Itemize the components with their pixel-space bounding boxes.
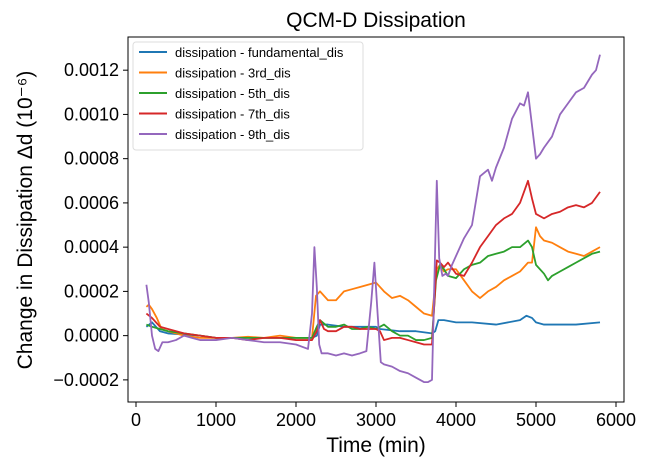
y-tick-label: 0.0006 [64,193,119,213]
x-tick-label: 6000 [596,410,636,430]
y-axis-label: Change in Dissipation Δd (10⁻⁶) [14,71,37,370]
y-tick-label: 0.0008 [64,149,119,169]
series-lines [145,54,601,383]
y-tick-label: 0.0000 [64,326,119,346]
x-tick-label: 2000 [276,410,316,430]
legend-label: dissipation - 3rd_dis [175,66,291,81]
x-tick-label: 1000 [196,410,236,430]
x-axis-label: Time (min) [326,434,426,457]
series-line-5 [145,54,601,383]
x-tick-label: 3000 [356,410,396,430]
legend-label: dissipation - fundamental_dis [175,45,344,60]
legend-label: dissipation - 9th_dis [175,127,290,142]
x-tick-label: 4000 [436,410,476,430]
chart-title: QCM-D Dissipation [286,9,466,32]
x-tick-label: 0 [131,410,141,430]
y-tick-label: 0.0002 [64,281,119,301]
legend-label: dissipation - 7th_dis [175,107,290,122]
y-tick-label: 0.0012 [64,60,119,80]
y-tick-label: 0.0010 [64,104,119,124]
series-line-4 [145,179,601,346]
x-axis-ticks: 0 1000 2000 3000 4000 5000 6000 [131,402,636,430]
y-axis-ticks: −0.0002 0.0000 0.0002 0.0004 0.0006 0.0008 0.0… [53,60,128,390]
y-tick-label: 0.0004 [64,237,119,257]
x-tick-label: 5000 [516,410,556,430]
legend-label: dissipation - 5th_dis [175,86,290,101]
legend-box [132,41,364,151]
y-tick-label: −0.0002 [53,370,119,390]
legend: dissipation - fundamental_dis dissipation… [132,41,364,151]
